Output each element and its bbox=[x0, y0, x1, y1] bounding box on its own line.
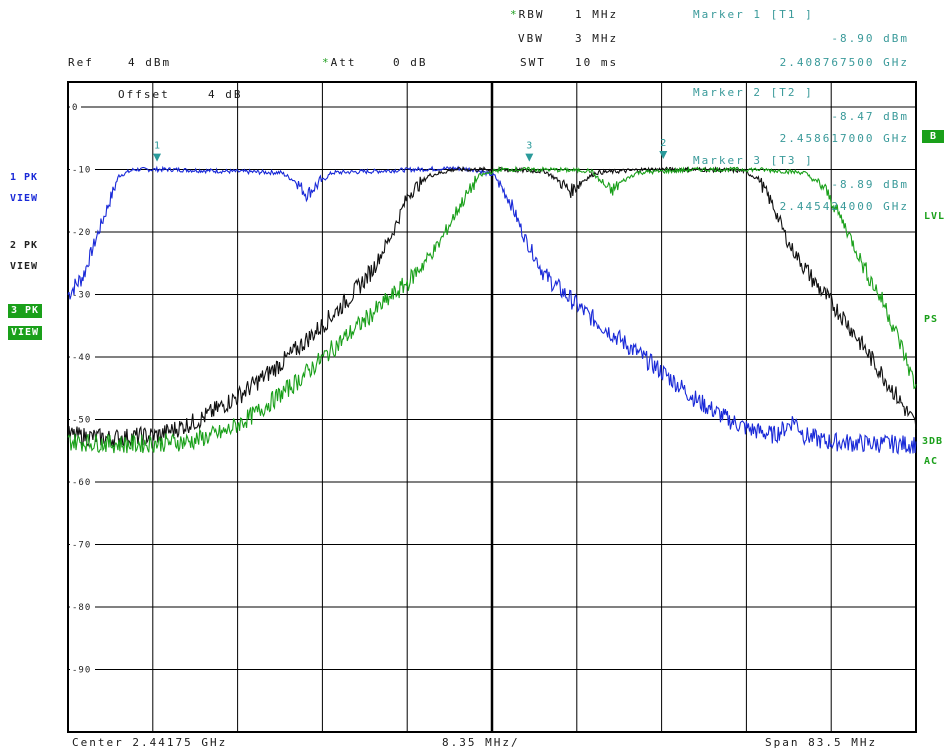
division-span: 8.35 MHz/ bbox=[442, 736, 520, 749]
marker-1-triangle bbox=[153, 153, 162, 162]
marker2-freq: 2.458617000 GHz bbox=[779, 132, 909, 145]
trace2-mode-badge[interactable]: 2 PK bbox=[10, 240, 39, 251]
lvl-indicator: LVL bbox=[924, 211, 946, 222]
ref-label: Ref bbox=[68, 56, 94, 69]
y-tick-label: -10 bbox=[72, 166, 91, 176]
marker-1-number: 1 bbox=[154, 141, 160, 152]
y-tick-bg bbox=[70, 477, 95, 487]
marker1-freq: 2.408767500 GHz bbox=[779, 56, 909, 69]
ac-indicator: AC bbox=[924, 456, 939, 467]
ref-value: 4 dBm bbox=[128, 56, 172, 69]
vbw-label: VBW bbox=[518, 32, 544, 45]
marker-2-number: 2 bbox=[660, 138, 666, 149]
offset-value: 4 dB bbox=[208, 88, 243, 101]
center-frequency: Center 2.44175 GHz bbox=[72, 736, 228, 749]
y-tick-label: -20 bbox=[72, 228, 91, 238]
y-tick-label: -30 bbox=[72, 291, 91, 301]
y-tick-label: -90 bbox=[72, 666, 91, 676]
marker3-title: Marker 3 [T3 ] bbox=[693, 154, 814, 167]
swt-value: 10 ms bbox=[575, 56, 619, 69]
y-tick-bg bbox=[70, 227, 95, 237]
trace1-mode-badge[interactable]: 1 PK bbox=[10, 172, 39, 183]
trace3-mode-badge[interactable]: 3 PK bbox=[8, 304, 43, 318]
y-tick-bg bbox=[70, 664, 95, 675]
marker2-title: Marker 2 [T2 ] bbox=[693, 86, 814, 99]
swt-label: SWT bbox=[520, 56, 546, 69]
trace-1-line bbox=[67, 165, 917, 455]
marker2-level: -8.47 dBm bbox=[831, 110, 909, 123]
trace1-view-badge[interactable]: VIEW bbox=[10, 193, 39, 204]
marker1-level: -8.90 dBm bbox=[831, 32, 909, 45]
marker3-freq: 2.445424000 GHz bbox=[779, 200, 909, 213]
y-tick-bg bbox=[70, 602, 95, 612]
trace-3-line bbox=[67, 165, 917, 454]
y-tick-label: -50 bbox=[72, 416, 91, 426]
3db-indicator: 3DB bbox=[922, 436, 944, 447]
b-indicator: B bbox=[922, 130, 945, 143]
y-tick-bg bbox=[70, 289, 95, 300]
marker-2-triangle bbox=[659, 150, 668, 159]
marker1-title: Marker 1 [T1 ] bbox=[693, 8, 814, 21]
marker-3-triangle bbox=[525, 153, 534, 162]
trace3-view-badge[interactable]: VIEW bbox=[8, 326, 43, 340]
total-span: Span 83.5 MHz bbox=[765, 736, 878, 749]
y-tick-bg bbox=[70, 539, 95, 550]
y-tick-label: -70 bbox=[72, 541, 91, 551]
trace-2-line bbox=[67, 165, 917, 448]
ps-indicator: PS bbox=[924, 314, 939, 325]
offset-label: Offset bbox=[118, 88, 170, 101]
rbw-label: *RBW bbox=[510, 8, 545, 21]
marker-3-number: 3 bbox=[526, 141, 532, 152]
att-value: 0 dB bbox=[393, 56, 428, 69]
y-tick-bg bbox=[70, 102, 81, 112]
y-tick-bg bbox=[70, 414, 95, 425]
marker3-level: -8.89 dBm bbox=[831, 178, 909, 191]
y-tick-bg bbox=[70, 352, 95, 362]
vbw-value: 3 MHz bbox=[575, 32, 619, 45]
y-tick-label: -60 bbox=[72, 478, 91, 488]
y-tick-bg bbox=[70, 164, 95, 175]
rbw-value: 1 MHz bbox=[575, 8, 619, 21]
y-tick-label: 0 bbox=[72, 103, 78, 113]
y-tick-label: -40 bbox=[72, 353, 91, 363]
trace2-view-badge[interactable]: VIEW bbox=[10, 261, 39, 272]
y-tick-label: -80 bbox=[72, 603, 91, 613]
att-label: *Att bbox=[322, 56, 357, 69]
